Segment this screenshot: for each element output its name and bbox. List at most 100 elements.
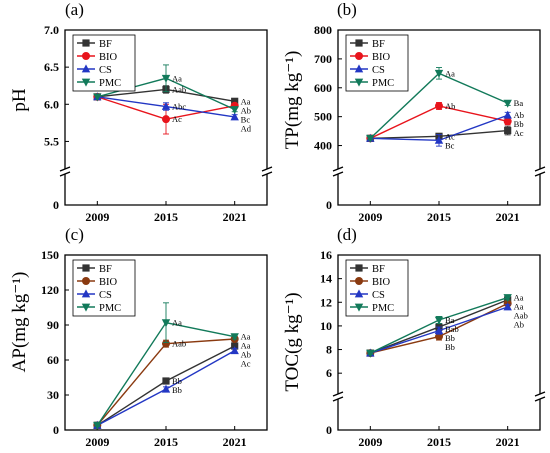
data-point [162,377,170,385]
data-point [366,349,375,358]
data-point [434,135,444,144]
y-tick-label: 16 [320,248,332,262]
data-point [503,110,512,119]
significance-label: Aa [172,73,182,83]
significance-label: Ab [514,110,524,120]
y-tick-label: 150 [41,248,59,262]
y-tick-label: 12 [320,295,332,309]
legend-entry: PMC [372,78,394,89]
legend-entry: BIO [372,52,391,63]
axis-break-mark [261,171,273,177]
legend: BF BIO CS PMC [72,34,136,92]
panel-label: (d) [337,225,357,244]
y-tick-label: 6.5 [44,60,59,74]
legend-entry: PMC [99,78,121,89]
data-point [162,115,170,124]
series-pmc [366,294,512,358]
legend-marker [82,277,90,285]
significance-label: Ac [514,128,524,138]
axes-frame-top [337,29,541,169]
series-cs [93,346,239,429]
significance-label: Bb [172,385,182,395]
legend-entry: CS [372,65,385,76]
x-tick-label: 2015 [154,435,178,449]
y-tick-label: 6 [326,366,332,380]
legend-marker [354,289,364,298]
x-tick-label: 2015 [427,210,451,224]
significance-label: Ac [172,114,182,124]
significance-label: Aab [172,339,186,349]
legend-entry: CS [99,65,112,76]
axis-break-mark [534,171,546,177]
data-point [504,126,512,135]
axis-break-mark [332,396,344,402]
legend-marker [355,277,363,285]
legend-marker [81,64,91,73]
x-tick-label: 2021 [496,210,520,224]
legend-entry: BIO [99,277,118,288]
significance-label: Bb [514,119,524,129]
y-tick-label: 0 [326,198,332,212]
legend: BF BIO CS PMC [72,259,136,317]
series-pmc [366,67,512,143]
axis-break-mark [59,171,71,177]
significance-label: Ab [241,350,251,360]
panel-c: 0 30 60 90 120 150 2009 2015 2021 (c) AP(mg kg⁻¹) A… [9,225,268,449]
legend-entry: BF [99,39,112,50]
legend-marker [82,264,90,272]
x-tick-label: 2021 [223,435,247,449]
data-point [503,117,512,126]
data-point [503,302,512,311]
axis-break-mark [332,391,344,397]
significance-label: Aa [241,96,251,106]
significance-label: Aa [514,302,524,312]
legend: BF BIO CS PMC [345,34,409,92]
panel-label: (c) [65,225,84,244]
axes-frame-top [64,29,268,169]
axis-break-mark [332,166,344,172]
data-point [434,69,444,78]
series-pmc [93,302,239,430]
axes-frame-bottom [337,174,541,206]
axis-break-mark [59,166,71,172]
significance-label: Ab [445,101,455,111]
legend-marker [81,303,91,312]
legend-entry: PMC [99,303,121,314]
data-point [231,342,239,350]
data-point [230,346,239,355]
y-tick-label: 60 [47,353,59,367]
y-tick-label: 500 [314,110,332,124]
y-axis-label: TOC(g kg⁻¹) [282,292,303,391]
x-tick-label: 2015 [427,435,451,449]
data-point [161,319,171,328]
significance-label: Aa [241,332,251,342]
data-point [161,74,171,83]
significance-label: Aab [514,311,528,321]
y-tick-label: 0 [326,423,332,437]
significance-label: Bb [445,333,455,343]
significance-label: Abc [172,102,186,112]
legend-entry: BF [372,39,385,50]
axes-frame-top [337,254,541,394]
significance-label: Ba [445,315,455,325]
significance-label: Aa [172,318,182,328]
axis-break-mark [534,396,546,402]
legend-marker [82,52,90,60]
legend-marker [81,289,91,298]
y-tick-label: 700 [314,52,332,66]
legend-entry: BF [99,264,112,275]
significance-label: Aa [514,293,524,303]
significance-label: Bab [445,324,459,334]
y-tick-label: 14 [320,272,332,286]
significance-label: Aab [172,84,186,94]
y-tick-label: 120 [41,283,59,297]
data-point [162,339,170,348]
x-tick-label: 2009 [358,210,382,224]
data-point [230,112,239,121]
data-point [230,333,239,342]
data-point [93,421,102,430]
y-tick-label: 7.0 [44,23,59,37]
